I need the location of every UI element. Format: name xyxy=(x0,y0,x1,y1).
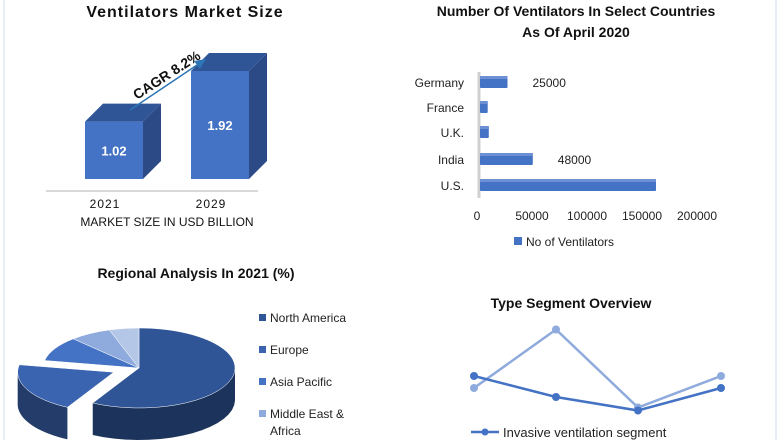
pie-slice-europe xyxy=(17,364,115,408)
line-series-0 xyxy=(473,374,722,412)
line-point xyxy=(634,406,642,415)
bar-2029 xyxy=(191,71,249,179)
bar-top-2021 xyxy=(85,103,161,122)
legend-swatch xyxy=(259,410,266,417)
y-tick-label: U.K. xyxy=(441,126,464,140)
bar-value-label: 1.02 xyxy=(101,143,126,158)
legend-swatch xyxy=(514,237,522,245)
bar-highlight xyxy=(480,76,508,79)
x-tick-label: 0 xyxy=(474,209,481,223)
market-size-xlabel: MARKET SIZE IN USD BILLION xyxy=(80,215,253,229)
legend-swatch xyxy=(259,378,266,385)
y-tick-label: Germany xyxy=(415,76,464,90)
type-legend-label: Invasive ventilation segment xyxy=(503,425,667,440)
bar-2021 xyxy=(85,121,143,179)
bar-side-2021 xyxy=(143,103,161,179)
right-edge-line xyxy=(775,0,777,440)
pie-side-slice xyxy=(92,368,235,440)
line-point xyxy=(552,393,560,401)
bar-value-label: 1.92 xyxy=(207,118,232,133)
x-tick-label: 100000 xyxy=(567,209,607,223)
left-edge-line xyxy=(3,0,5,440)
y-tick-label: U.S. xyxy=(441,179,464,193)
pie-slice-other xyxy=(108,327,140,369)
line-point xyxy=(470,372,478,380)
pie-side-slice xyxy=(17,371,68,440)
bar-value-label: 25000 xyxy=(533,76,567,90)
legend-label: North America xyxy=(270,311,346,325)
line-point xyxy=(717,384,725,392)
legend-swatch xyxy=(259,314,266,321)
legend-swatch xyxy=(259,346,266,353)
y-tick-label: France xyxy=(427,101,465,115)
legend-marker xyxy=(481,428,489,436)
x-tick-label: 150000 xyxy=(622,209,662,223)
y-tick-label: India xyxy=(438,153,464,167)
bar-value-label: 48000 xyxy=(558,153,592,167)
bar-highlight xyxy=(480,153,533,156)
legend-label: Asia Pacific xyxy=(270,375,332,389)
bar-top-2029 xyxy=(191,53,267,71)
market-size-title: Ventilators Market Size xyxy=(86,4,283,21)
x-tick-label: 200000 xyxy=(677,209,717,223)
bar-side-2029 xyxy=(249,53,267,179)
cagr-arrowhead xyxy=(194,59,206,69)
x-tick-label: 50000 xyxy=(515,209,549,223)
ventilators-title-line2: As Of April 2020 xyxy=(522,24,630,40)
line-series-1 xyxy=(473,327,722,409)
legend-label: Middle East & xyxy=(270,407,344,421)
line-point xyxy=(717,372,725,380)
bar-highlight xyxy=(480,126,489,129)
x-tick-label: 2021 xyxy=(90,197,121,211)
bar-highlight xyxy=(480,179,656,182)
x-tick-label: 2029 xyxy=(196,197,227,211)
bar-highlight xyxy=(480,101,488,104)
regional-title: Regional Analysis In 2021 (%) xyxy=(97,265,294,281)
cagr-arrow-line xyxy=(129,62,201,111)
ventilators-title-line1: Number Of Ventilators In Select Countrie… xyxy=(437,3,716,19)
line-point xyxy=(470,384,478,392)
type-segment-title: Type Segment Overview xyxy=(491,295,652,311)
line-point xyxy=(552,325,560,334)
pie-slice-north-america xyxy=(92,327,236,409)
legend-label: Africa xyxy=(270,424,301,438)
ventilators-legend-label: No of Ventilators xyxy=(526,235,614,249)
legend-label: Europe xyxy=(270,343,309,357)
